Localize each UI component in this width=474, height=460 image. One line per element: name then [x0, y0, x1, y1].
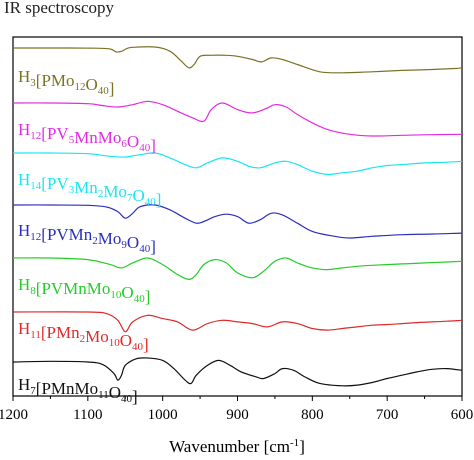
spectrum-line-5 — [12, 257, 463, 281]
series-layer — [12, 46, 463, 387]
series-label-5: H8[PVMnMo10O40] — [18, 275, 150, 306]
spectrum-line-7 — [12, 357, 463, 387]
spectrum-line-6 — [12, 311, 463, 333]
series-label-layer: H3[PMo12O40] H12[PV5MnMo6O40] H14[PV3Mn2Mo… — [18, 67, 161, 406]
series-label-4: H12[PVMn2Mo9O40] — [18, 221, 156, 256]
x-axis-label-tail: ] — [299, 437, 305, 456]
spectrum-line-3 — [12, 152, 463, 176]
x-axis-label: Wavenumber [cm-1] — [169, 437, 305, 456]
x-tick-label-700: 700 — [376, 407, 399, 423]
x-axis-label-superscript: -1 — [290, 437, 299, 449]
series-label-1: H3[PMo12O40] — [18, 67, 114, 98]
series-label-6: H11[PMn2Mo10O40] — [18, 319, 149, 354]
spectrum-line-1 — [12, 46, 463, 74]
series-label-3: H14[PV3Mn2Mo7O40] — [18, 170, 161, 209]
x-tick-label-1200: 1200 — [0, 407, 28, 423]
x-tick-label-900: 900 — [226, 407, 249, 423]
x-tick-label-1000: 1000 — [148, 407, 178, 423]
x-tick-label-1100: 1100 — [73, 407, 102, 423]
series-label-2: H12[PV5MnMo6O40] — [18, 120, 156, 155]
x-tick-label-800: 800 — [301, 407, 324, 423]
spectrum-line-4 — [12, 204, 463, 239]
x-axis-label-main: Wavenumber [cm — [169, 437, 290, 456]
spectrum-line-2 — [12, 100, 463, 137]
chart-title: IR spectroscopy — [4, 0, 115, 17]
x-tick-label-600: 600 — [451, 407, 474, 423]
series-label-7: H7[PMnMo11O40] — [18, 375, 138, 406]
x-axis-ticks: 1200 1100 1000 900 800 700 600 — [0, 396, 473, 423]
